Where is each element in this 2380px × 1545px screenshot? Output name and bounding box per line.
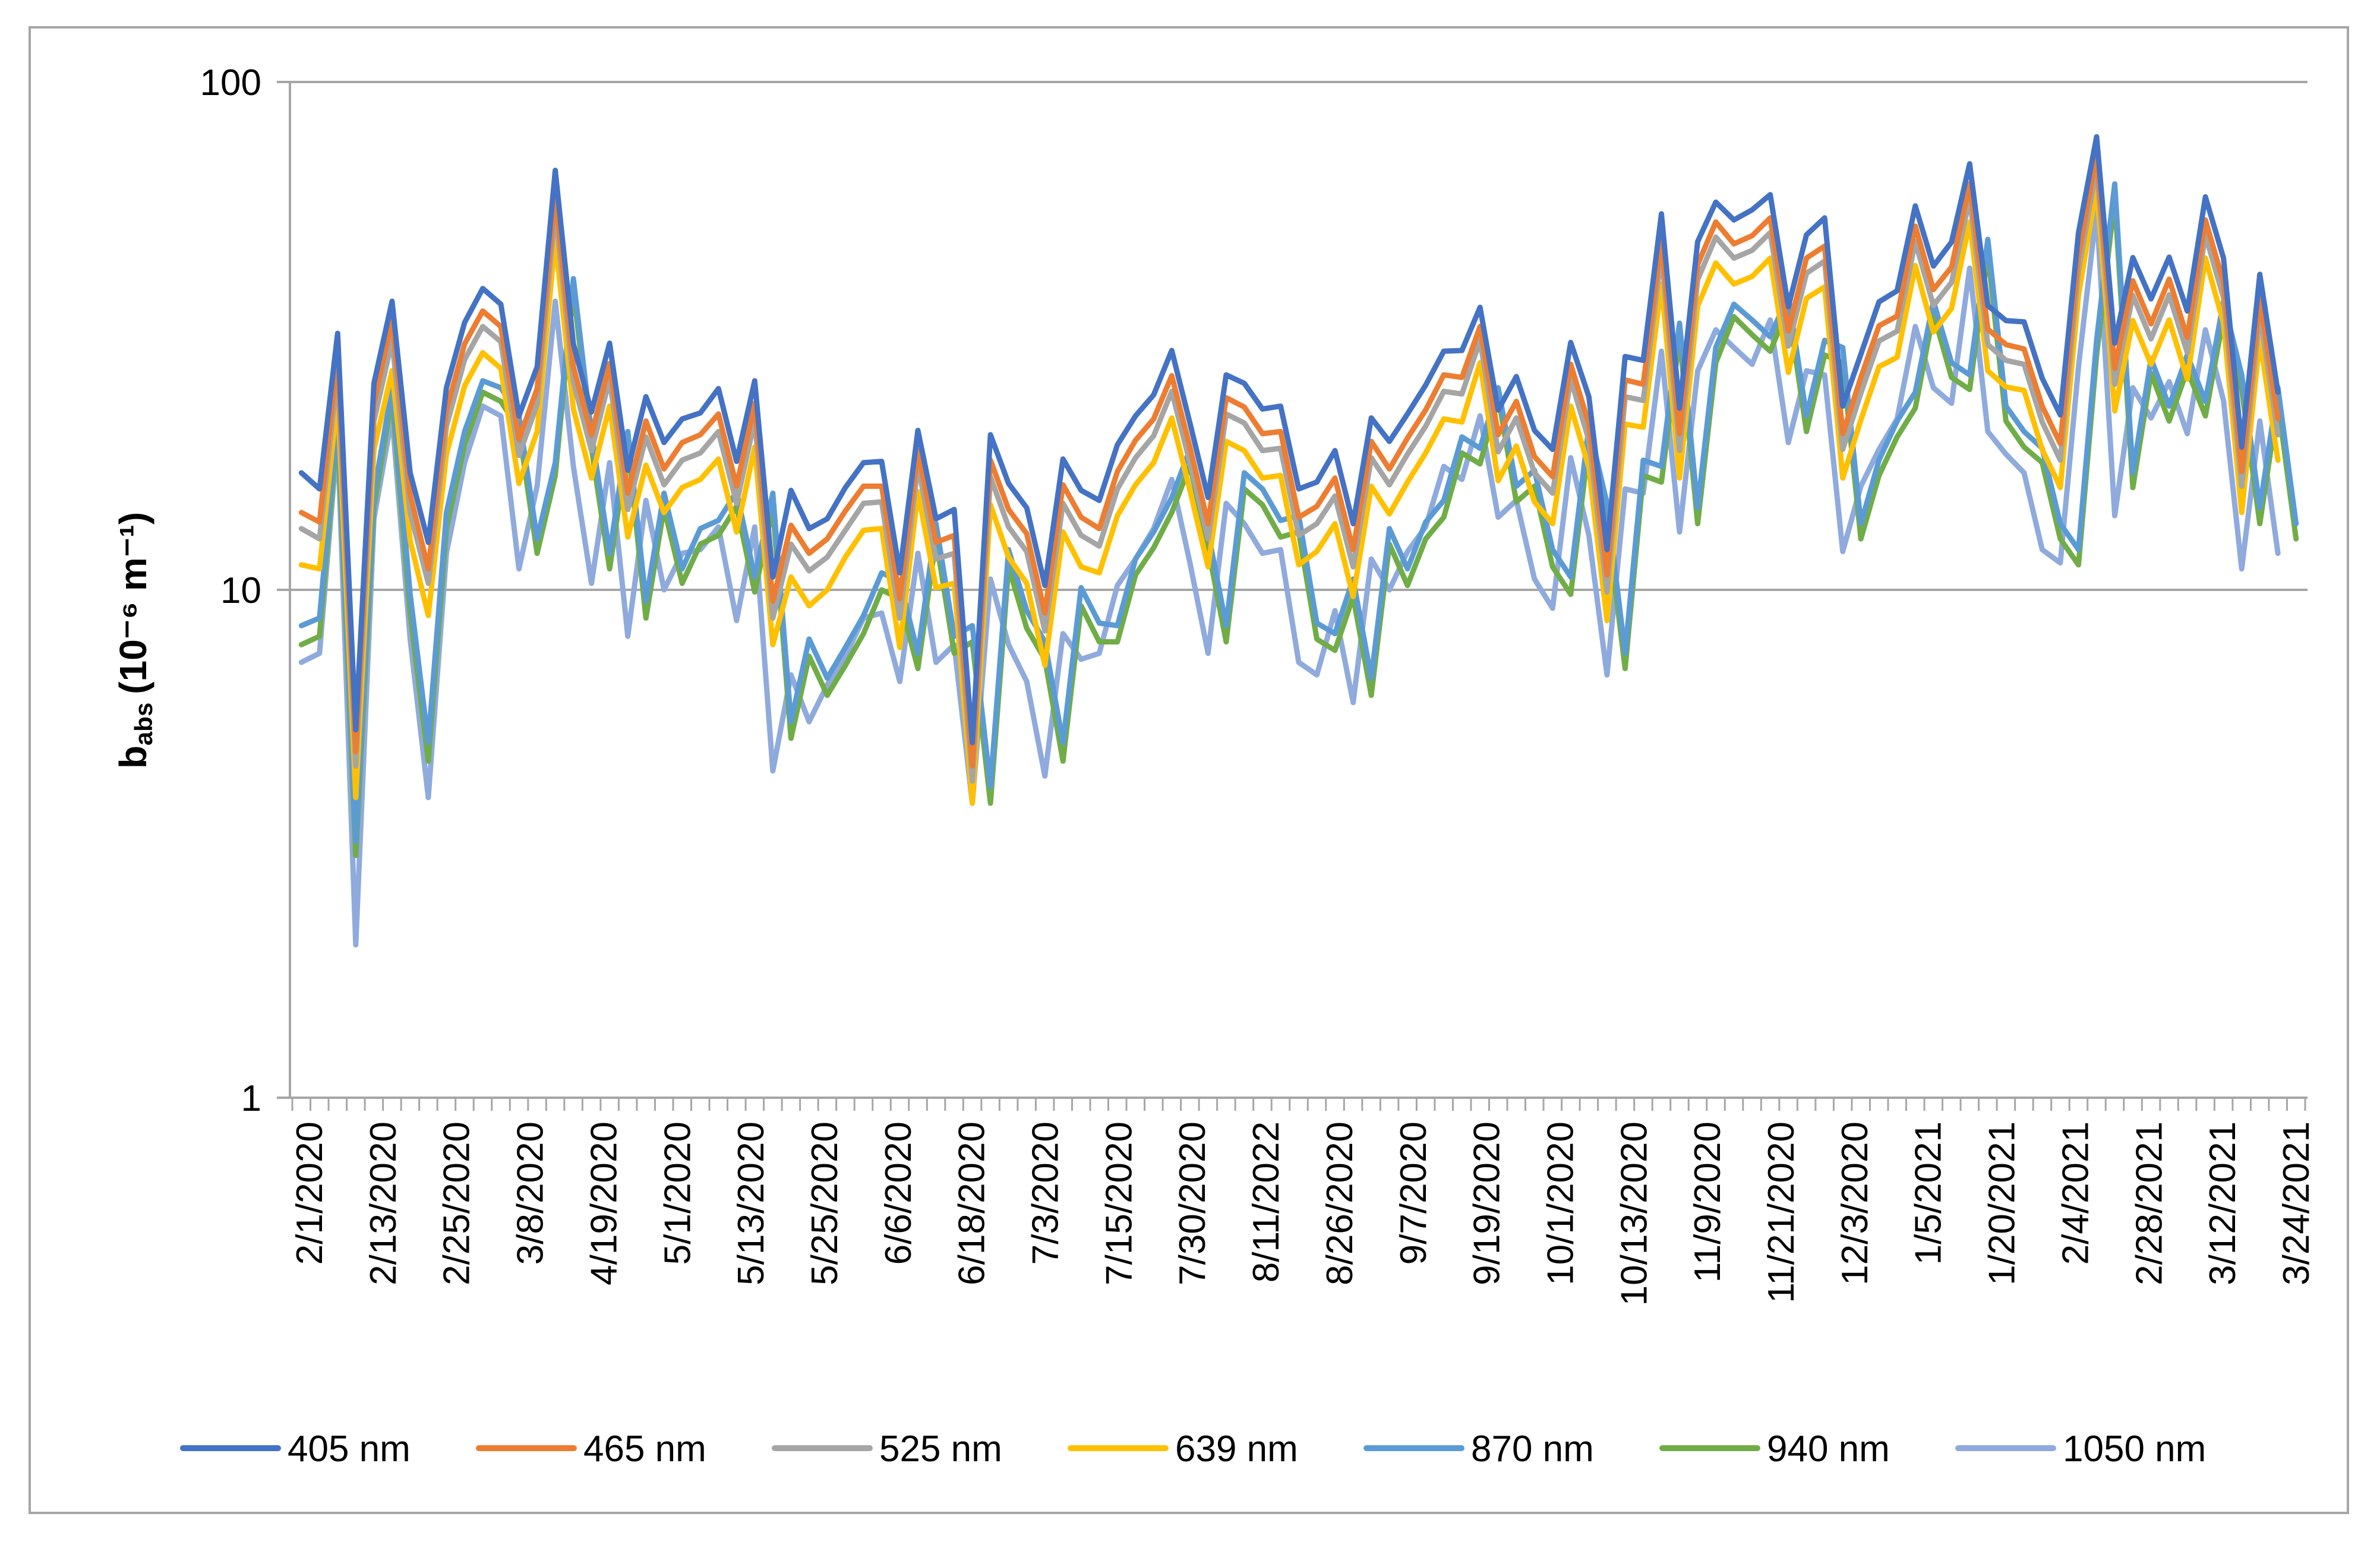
y-tick-labels: 1 10 100	[200, 62, 261, 1119]
series-lines	[298, 134, 2299, 948]
series-line-639-nm	[298, 185, 2281, 806]
x-tick-label-22: 1/5/2021	[1908, 1121, 1949, 1265]
x-tick-label-17: 10/1/2020	[1540, 1121, 1581, 1285]
x-tick-label-20: 11/21/2020	[1761, 1121, 1802, 1303]
x-tick-label-26: 3/12/2021	[2202, 1121, 2243, 1285]
y-axis-title-main: b	[112, 745, 154, 769]
x-tick-label-14: 8/26/2020	[1320, 1121, 1361, 1285]
x-tick-label-8: 6/6/2020	[878, 1121, 919, 1265]
legend-label-3: 639 nm	[1175, 1429, 1298, 1470]
series-line-465-nm	[298, 151, 2281, 769]
y-tick-label-2: 100	[200, 62, 261, 103]
x-tick-label-5: 5/1/2020	[657, 1121, 698, 1265]
legend: 405 nm 465 nm 525 nm 639 nm 870 nm 940 nm 1050…	[180, 1429, 2206, 1470]
x-tick-label-2: 2/25/2020	[437, 1121, 478, 1285]
x-tick-label-18: 10/13/2020	[1614, 1121, 1655, 1306]
legend-label-2: 525 nm	[879, 1429, 1002, 1470]
x-tick-label-25: 2/28/2021	[2129, 1121, 2170, 1285]
x-tick-label-0: 2/1/2020	[289, 1121, 330, 1265]
x-tick-label-6: 5/13/2020	[731, 1121, 772, 1285]
x-tick-label-16: 9/19/2020	[1467, 1121, 1508, 1285]
x-tick-label-13: 8/11/2022	[1246, 1121, 1287, 1282]
x-tick-label-9: 6/18/2020	[952, 1121, 993, 1285]
series-line-525-nm	[298, 164, 2281, 784]
x-tick-label-12: 7/30/2020	[1172, 1121, 1213, 1285]
x-tick-label-23: 1/20/2021	[1982, 1121, 2023, 1285]
legend-label-1: 465 nm	[583, 1429, 706, 1470]
chart-frame	[29, 26, 2349, 1514]
series-line-1050-nm	[298, 207, 2281, 948]
legend-label-4: 870 nm	[1471, 1429, 1594, 1470]
legend-label-6: 1050 nm	[2063, 1429, 2206, 1470]
y-tick-label-0: 1	[241, 1078, 261, 1119]
y-tick-label-1: 10	[220, 570, 261, 611]
x-tick-label-7: 5/25/2020	[804, 1121, 845, 1285]
legend-label-0: 405 nm	[288, 1429, 411, 1470]
x-tick-labels: 2/1/2020 2/13/2020 2/25/2020 3/8/2020 4/19/2…	[289, 1121, 2317, 1306]
x-tick-label-15: 9/7/2020	[1393, 1121, 1434, 1265]
y-axis-title-unit: (10⁻⁶ m⁻¹)	[112, 512, 154, 694]
x-tick-label-27: 3/24/2021	[2276, 1121, 2317, 1285]
x-tick-label-24: 2/4/2021	[2055, 1121, 2096, 1265]
x-tick-label-4: 4/19/2020	[583, 1121, 624, 1285]
axes	[277, 81, 2308, 1111]
x-tick-label-3: 3/8/2020	[510, 1121, 551, 1265]
x-tick-label-21: 12/3/2020	[1835, 1121, 1876, 1285]
y-axis-title-sub: abs	[130, 703, 157, 745]
x-tick-label-19: 11/9/2020	[1687, 1121, 1728, 1282]
legend-label-5: 940 nm	[1767, 1429, 1890, 1470]
x-tick-label-10: 7/3/2020	[1025, 1121, 1066, 1265]
series-line-405-nm	[298, 134, 2281, 745]
gridlines	[290, 81, 2308, 591]
y-axis-title: babs (10⁻⁶ m⁻¹)	[112, 512, 157, 769]
x-tick-label-11: 7/15/2020	[1099, 1121, 1140, 1285]
x-tick-label-1: 2/13/2020	[363, 1121, 404, 1285]
